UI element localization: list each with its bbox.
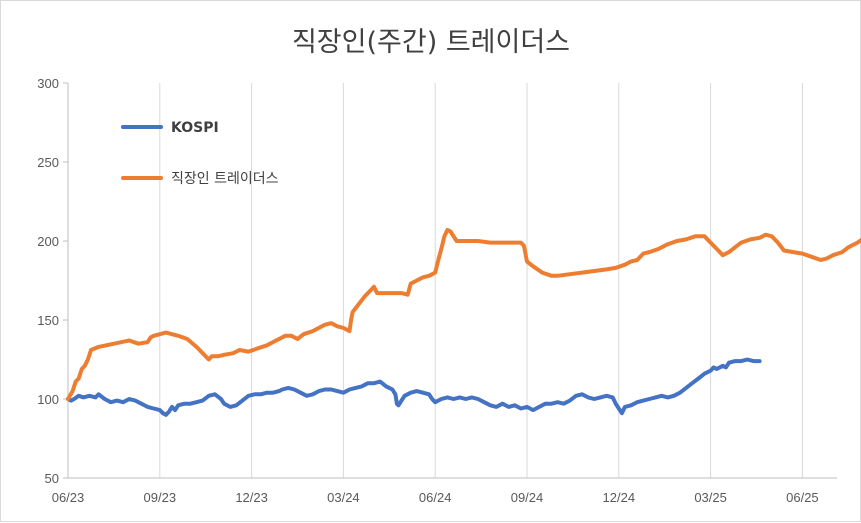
series-layer	[66, 227, 861, 417]
y-tick-label: 200	[37, 234, 59, 249]
x-tick-label: 09/24	[511, 490, 544, 505]
x-tick-label: 12/24	[603, 490, 636, 505]
x-tick-label: 03/24	[327, 490, 360, 505]
legend: KOSPI 직장인 트레이더스	[121, 120, 279, 187]
x-tick-label: 09/23	[144, 490, 177, 505]
grid	[67, 83, 803, 478]
legend-label-traders: 직장인 트레이더스	[171, 171, 279, 187]
y-tick-label: 150	[37, 313, 59, 328]
y-tick-label: 300	[37, 76, 59, 91]
x-tick-label: 06/25	[786, 490, 819, 505]
series-line-kospi	[66, 357, 762, 417]
x-tick-label: 12/23	[235, 490, 268, 505]
y-tick-label: 250	[37, 155, 59, 170]
y-tick-label: 50	[45, 471, 59, 486]
legend-label-kospi: KOSPI	[171, 120, 219, 136]
chart-title: 직장인(주간) 트레이더스	[292, 27, 570, 58]
x-tick-label: 06/24	[419, 490, 452, 505]
series-line-traders	[66, 227, 861, 401]
y-tick-label: 100	[37, 392, 59, 407]
x-tick-label: 06/23	[52, 490, 85, 505]
x-tick-label: 03/25	[694, 490, 727, 505]
axes: 06/23 09/23 12/23 03/24 06/24 09/24 12/24 03/25…	[37, 76, 837, 505]
